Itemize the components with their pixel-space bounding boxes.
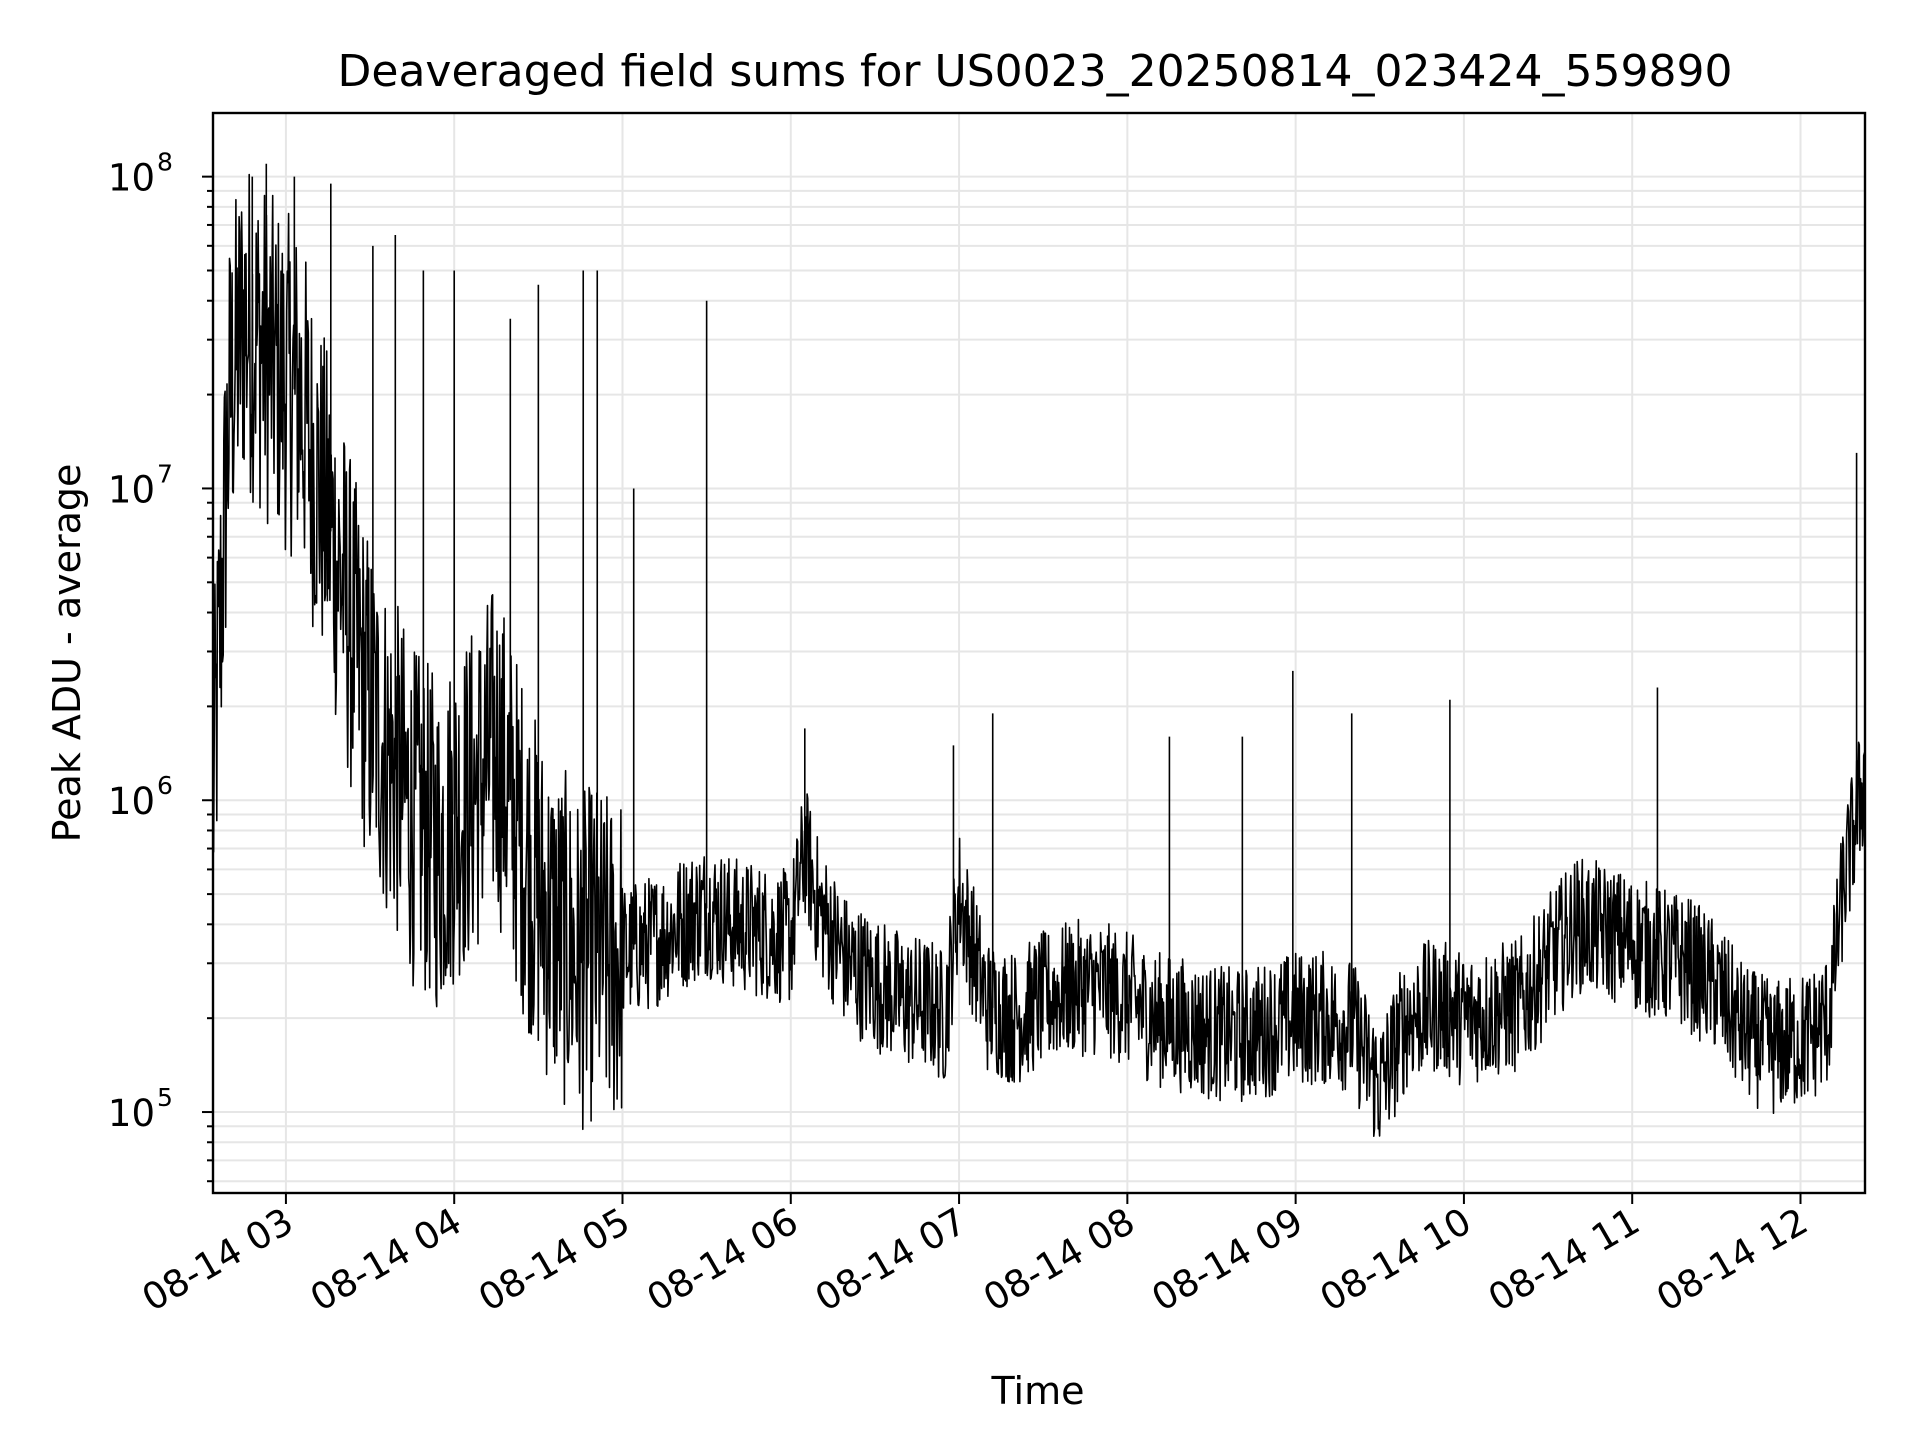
spikes	[251, 163, 1858, 1036]
x-tick-label: 08-14 05	[471, 1200, 637, 1320]
x-tick-label: 08-14 06	[640, 1200, 806, 1320]
chart-title: Deaveraged field sums for US0023_2025081…	[338, 46, 1733, 97]
x-axis: 08-14 03 08-14 04 08-14 05 08-14 06 08-14 07…	[135, 1193, 1815, 1320]
x-tick-label: 08-14 07	[808, 1200, 974, 1320]
x-tick-label: 08-14 10	[1313, 1200, 1479, 1320]
y-tick-label: 10	[108, 468, 155, 511]
plot-area	[212, 163, 1866, 1137]
y-tick-exponent: 7	[157, 459, 173, 488]
series-line	[212, 173, 1866, 1137]
x-tick-label: 08-14 04	[303, 1200, 469, 1320]
axes-frame	[211, 111, 1867, 1195]
y-tick-exponent: 8	[157, 148, 173, 177]
y-tick-label: 10	[108, 157, 155, 200]
x-tick-label: 08-14 12	[1649, 1200, 1815, 1320]
x-tick-label: 08-14 03	[135, 1200, 301, 1320]
y-tick-label: 10	[108, 780, 155, 823]
y-tick-exponent: 6	[157, 771, 173, 800]
x-axis-label: Time	[991, 1369, 1085, 1413]
x-tick-label: 08-14 11	[1481, 1200, 1647, 1320]
x-tick-label: 08-14 08	[976, 1200, 1142, 1320]
x-tick-label: 08-14 09	[1145, 1200, 1311, 1320]
y-tick-label: 10	[108, 1092, 155, 1135]
y-tick-exponent: 5	[157, 1083, 173, 1112]
y-axis-label: Peak ADU - average	[45, 464, 89, 843]
